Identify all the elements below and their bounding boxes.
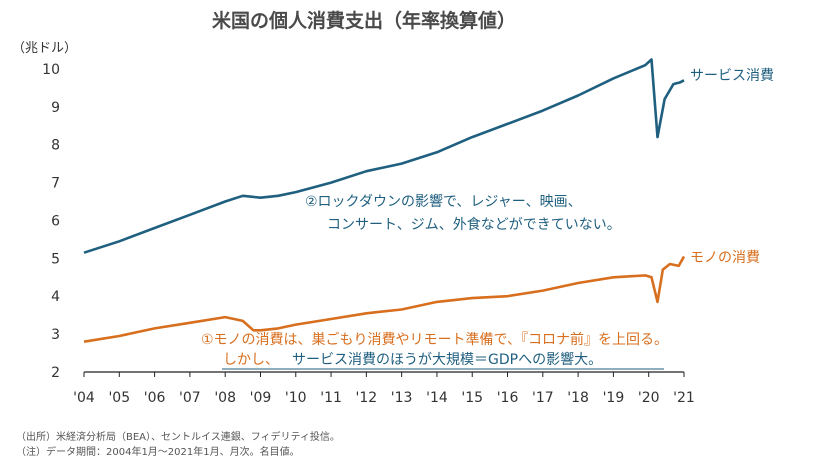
y-axis-unit: （兆ドル）	[12, 41, 77, 56]
y-tick-label: 10	[42, 62, 60, 78]
x-tick-label: '12	[356, 390, 378, 406]
annotation-goods-line2a: しかし、	[223, 352, 279, 368]
y-tick-label: 9	[51, 100, 60, 116]
y-tick-label: 8	[51, 138, 60, 154]
x-tick-label: '07	[179, 390, 201, 406]
annotation-lockdown-line2: コンサート、ジム、外食などができていない。	[327, 216, 621, 233]
x-tick-label: '16	[497, 390, 519, 406]
series-line-services	[83, 58, 685, 254]
chart-title: 米国の個人消費支出（年率換算値）	[212, 9, 516, 32]
x-tick-label: '10	[285, 390, 307, 406]
x-tick-label: '08	[214, 390, 236, 406]
y-tick-label: 2	[51, 365, 60, 381]
y-tick-label: 4	[51, 289, 60, 305]
y-tick-label: 7	[51, 176, 60, 192]
y-tick-label: 3	[51, 327, 60, 343]
series-lines	[83, 58, 686, 343]
x-tick-labels: '04 '05 '06 '07 '08 '09 '10 '11 '12 '13 '14 '15 '16 '…	[73, 372, 695, 406]
x-tick-label: '18	[567, 390, 589, 406]
annotation-goods-line1: ①モノの消費は、巣ごもり消費やリモート準備で、『コロナ前』を上回る。	[201, 331, 668, 348]
x-tick-label: '06	[144, 390, 166, 406]
y-tick-label: 6	[51, 213, 60, 229]
x-tick-label: '21	[673, 390, 695, 406]
y-tick-label: 5	[51, 251, 60, 267]
x-tick-label: '15	[461, 390, 483, 406]
legend-services-label: サービス消費	[690, 68, 774, 84]
annotation-lockdown-line1: ②ロックダウンの影響で、レジャー、映画、	[305, 193, 582, 210]
x-tick-label: '13	[391, 390, 413, 406]
x-tick-label: '09	[250, 390, 272, 406]
x-tick-label: '11	[320, 390, 342, 406]
x-tick-label: '17	[532, 390, 554, 406]
legend-goods-label: モノの消費	[690, 250, 760, 266]
x-tick-label: '14	[426, 390, 448, 406]
series-line-goods	[83, 255, 686, 343]
x-tick-label: '19	[603, 390, 625, 406]
footnote-note: （注）データ期間：2004年1月～2021年1月、月次。名目値。	[16, 445, 300, 458]
x-tick-label: '05	[108, 390, 130, 406]
x-tick-label: '20	[638, 390, 660, 406]
footnote-source: （出所）米経済分析局（BEA）、セントルイス連銀、フィデリティ投信。	[16, 430, 340, 443]
x-tick-label: '04	[73, 390, 95, 406]
annotation-goods-line2b: サービス消費のほうが大規模＝GDPへの影響大。	[292, 351, 602, 368]
y-tick-labels: 2 3 4 5 6 7 8 9 10	[42, 62, 60, 381]
